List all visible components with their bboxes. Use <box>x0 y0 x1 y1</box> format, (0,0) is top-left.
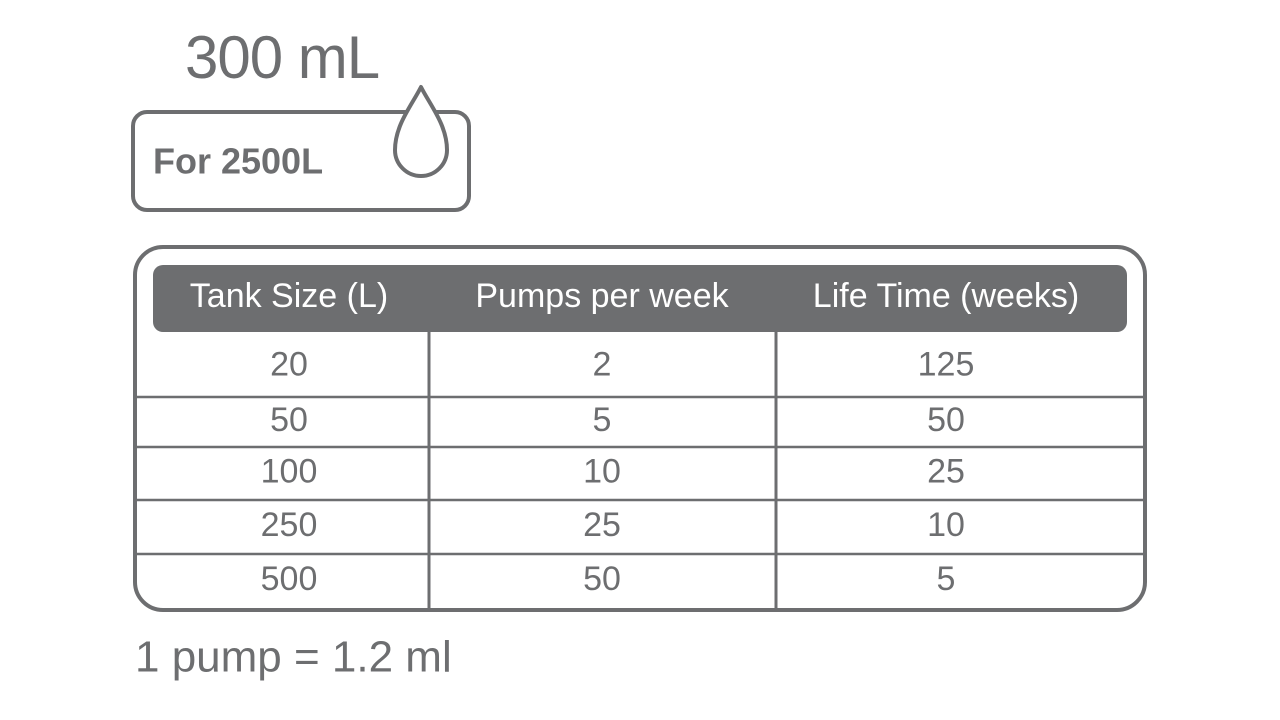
table-cell: 50 <box>927 401 965 439</box>
badge-text: For 2500L <box>153 141 323 182</box>
table-cell: 250 <box>261 506 318 544</box>
table-cell: 100 <box>261 452 318 490</box>
table-frame <box>133 245 1147 612</box>
column-header: Tank Size (L) <box>190 277 388 315</box>
table-cell: 50 <box>583 560 621 598</box>
badge-box <box>131 110 471 212</box>
table-header <box>153 265 1127 332</box>
column-header: Pumps per week <box>475 277 729 315</box>
footer-note: 1 pump = 1.2 ml <box>135 633 452 682</box>
table-cell: 25 <box>927 452 965 490</box>
table-cell: 10 <box>927 506 965 544</box>
table-cell: 5 <box>937 560 956 598</box>
table-cell: 25 <box>583 506 621 544</box>
table-cell: 500 <box>261 560 318 598</box>
table-cell: 125 <box>918 345 975 383</box>
volume: 300 mL <box>185 24 379 91</box>
table-cell: 20 <box>270 345 308 383</box>
table-cell: 5 <box>593 401 612 439</box>
table: Tank Size (L) Pumps per week Life Time (we… <box>137 265 1143 608</box>
table-cell: 2 <box>593 345 612 383</box>
table-cell: 50 <box>270 401 308 439</box>
column-header: Life Time (weeks) <box>813 277 1079 315</box>
table-cell: 10 <box>583 452 621 490</box>
droplet-icon <box>393 85 449 178</box>
